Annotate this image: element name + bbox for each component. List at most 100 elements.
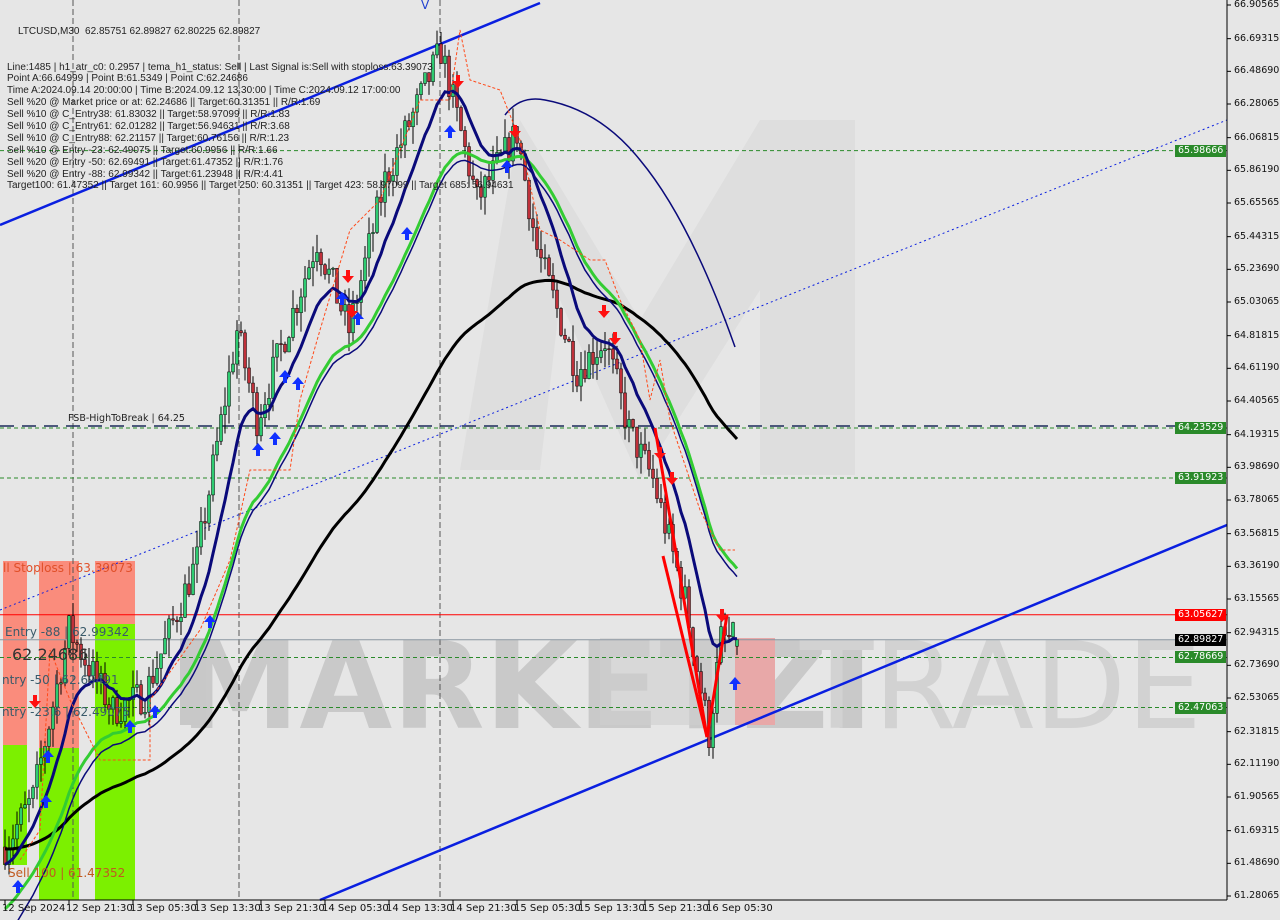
candle: [547, 257, 551, 276]
candle: [607, 348, 611, 350]
plot-background: [0, 0, 1227, 900]
candle: [167, 618, 171, 639]
candle: [323, 264, 327, 275]
x-tick-label: 15 Sep 05:30: [514, 903, 581, 914]
y-tick-label: 66.48690: [1234, 65, 1280, 77]
candle: [231, 363, 235, 373]
price-tag: 63.05627: [1175, 608, 1226, 621]
candle: [563, 334, 567, 340]
candle: [299, 296, 303, 314]
candle: [483, 176, 487, 198]
info-line: Sell %20 @ Entry -50: 62.69491 || Target…: [7, 156, 284, 168]
candle: [543, 257, 547, 260]
y-tick-label: 61.90565: [1234, 791, 1280, 802]
candle: [331, 268, 335, 270]
x-tick-label: 12 Sep 2024: [2, 903, 66, 914]
x-tick-label: 15 Sep 13:30: [578, 903, 645, 914]
candle: [411, 111, 415, 128]
candle: [579, 369, 583, 387]
candle: [391, 175, 395, 182]
candle: [227, 371, 231, 407]
y-tick-label: 66.28065: [1234, 98, 1280, 109]
y-tick-label: 62.53065: [1234, 692, 1280, 703]
candle: [647, 450, 651, 470]
candle: [403, 120, 407, 146]
price-tag: 62.89827: [1175, 633, 1226, 646]
sell-arrow-icon: [29, 695, 41, 708]
lower-channel-line: [319, 523, 1228, 902]
info-line: Sell %10 @ Entry -23: 62.49075 || Target…: [7, 144, 278, 156]
candle: [367, 233, 371, 259]
candle: [539, 249, 543, 259]
info-line: Sell %10 @ C_Entry61: 62.01282 || Target…: [7, 120, 290, 132]
candle: [315, 252, 319, 262]
y-tick-label: 62.94315: [1234, 626, 1280, 638]
candle: [215, 440, 219, 456]
y-tick-label: 66.06815: [1234, 131, 1280, 143]
candle: [335, 268, 339, 304]
price-tag: 62.47063: [1175, 701, 1226, 714]
candle: [211, 454, 215, 496]
y-tick-label: 61.69315: [1234, 824, 1280, 836]
info-line: Line:1485 | h1_atr_c0: 0.2957 | tema_h1_…: [7, 61, 433, 73]
y-tick-label: 64.61190: [1234, 362, 1280, 374]
ma-fast-line: [4, 89, 738, 866]
candle: [191, 563, 195, 595]
candle: [115, 697, 119, 724]
x-tick-label: 13 Sep 05:30: [130, 903, 197, 914]
y-tick-label: 64.40565: [1234, 395, 1280, 406]
candle: [731, 622, 735, 638]
buy-arrow-icon: [292, 377, 304, 390]
candle: [243, 332, 247, 369]
candle: [131, 687, 135, 700]
candle: [31, 786, 35, 799]
buy-arrow-icon: [352, 312, 364, 325]
candle: [87, 664, 91, 677]
candle: [623, 392, 627, 428]
x-tick-label: 14 Sep 21:30: [450, 903, 517, 914]
candle: [643, 443, 647, 451]
candle: [35, 764, 39, 788]
candle: [735, 639, 739, 647]
buy-arrow-icon: [149, 705, 161, 718]
y-tick-label: 64.81815: [1234, 329, 1280, 341]
buy-arrow-icon: [444, 125, 456, 138]
watermark: TRADE: [799, 618, 1202, 757]
candle: [179, 617, 183, 622]
info-line: Sell %20 @ Market price or at: 62.24686 …: [7, 97, 321, 109]
candle: [487, 176, 491, 181]
candle: [15, 824, 19, 840]
upper-channel-line: [0, 1, 541, 227]
candle: [655, 477, 659, 499]
candle: [419, 83, 423, 95]
buy-arrow-icon: [40, 795, 52, 808]
sell-arrow-icon: [654, 447, 666, 460]
sell-arrow-icon: [598, 305, 610, 318]
sell-arrow-icon: [609, 332, 621, 345]
info-line: Target100: 61.47352 || Target 161: 60.99…: [7, 180, 514, 192]
info-line: Sell %10 @ C_Entry88: 62.21157 || Target…: [7, 132, 290, 144]
candle: [559, 308, 563, 336]
candle: [571, 341, 575, 376]
buy-arrow-icon: [12, 880, 24, 893]
candle: [371, 232, 375, 234]
candle: [155, 668, 159, 684]
candle: [171, 618, 175, 621]
buy-arrow-icon: [401, 227, 413, 240]
candle: [219, 414, 223, 442]
candle: [599, 350, 603, 358]
trailing-stop-line: [19, 29, 735, 861]
candle: [275, 343, 279, 358]
candle: [659, 498, 663, 503]
ma-slow-line: [4, 278, 739, 851]
candle: [475, 179, 479, 187]
sell-arrow-icon: [342, 270, 354, 283]
signal-zone: [3, 561, 27, 745]
candle: [143, 712, 147, 715]
candle: [603, 348, 607, 352]
candle: [259, 417, 263, 437]
candle: [235, 330, 239, 365]
buy-arrow-icon: [124, 720, 136, 733]
candle: [399, 144, 403, 148]
